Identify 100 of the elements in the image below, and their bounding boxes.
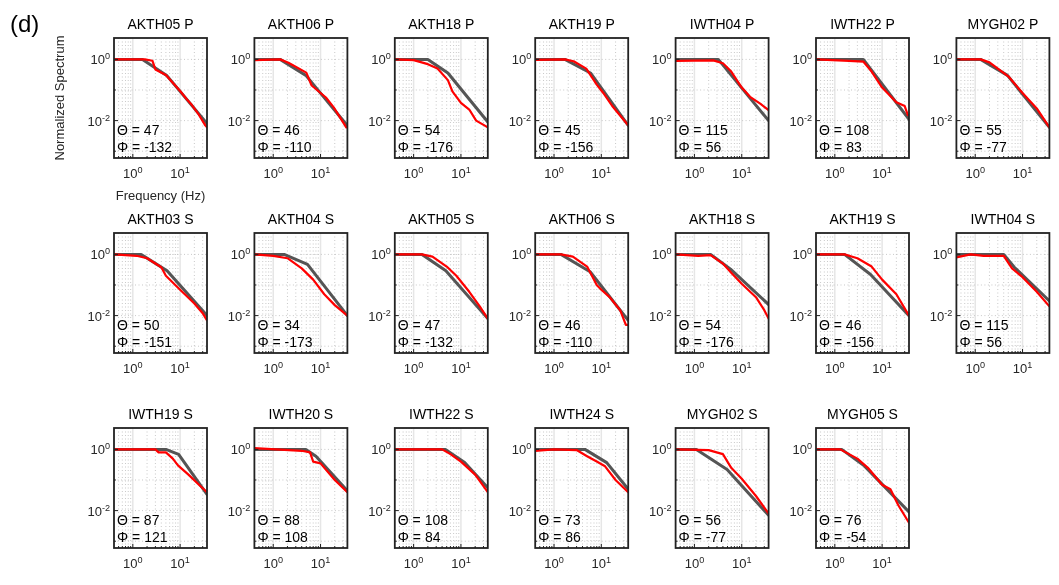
x-tick-label: 10$^{1}$	[170, 555, 190, 571]
annotation: Φ = -54	[819, 529, 867, 545]
chart-title: AKTH18 S	[689, 211, 756, 227]
y-tick-label: 10$^{0}$	[230, 441, 251, 458]
annotation: Θ = 115	[678, 122, 728, 138]
chart-title: AKTH03 S	[127, 211, 194, 227]
y-tick-label: 10$^{-2}$	[649, 502, 672, 519]
x-tick-label: 10$^{1}$	[872, 360, 892, 376]
annotation: Θ = 50	[117, 317, 160, 333]
x-tick-label: 10$^{0}$	[403, 360, 424, 376]
x-tick-label: 10$^{0}$	[544, 165, 564, 181]
x-tick-label: 10$^{1}$	[310, 165, 331, 181]
annotation: Θ = 34	[257, 317, 301, 333]
y-tick-label: 10$^{-2}$	[508, 307, 532, 324]
x-tick-label: 10$^{1}$	[872, 165, 892, 181]
x-tick-label: 10$^{0}$	[825, 360, 845, 376]
text: (d)	[10, 10, 40, 37]
y-tick-label: 10$^{0}$	[932, 51, 953, 68]
annotation: Φ = -156	[538, 139, 594, 155]
annotation: Θ = 47	[397, 317, 441, 333]
chart-title: IWTH22 S	[409, 406, 474, 422]
y-tick-label: 10$^{0}$	[792, 441, 812, 458]
y-tick-label: 10$^{-2}$	[227, 112, 251, 129]
y-tick-label: 10$^{-2}$	[368, 112, 391, 129]
y-tick-label: 10$^{0}$	[230, 246, 251, 263]
x-tick-label: 10$^{1}$	[451, 360, 471, 376]
annotation: Φ = 86	[538, 529, 582, 545]
y-tick-label: 10$^{-2}$	[929, 112, 953, 129]
annotation: Φ = -156	[819, 334, 875, 350]
x-tick-label: 10$^{1}$	[1012, 165, 1033, 181]
annotation: Θ = 87	[117, 512, 160, 528]
annotation: Θ = 76	[819, 512, 862, 528]
annotation: Φ = -173	[257, 334, 313, 350]
chart-title: MYGH02 P	[967, 16, 1039, 32]
x-tick-label: 10$^{0}$	[544, 360, 564, 376]
annotation: Φ = -110	[538, 334, 593, 350]
x-tick-label: 10$^{1}$	[731, 165, 752, 181]
y-tick-label: 10$^{-2}$	[87, 112, 110, 129]
y-tick-label: 10$^{0}$	[652, 246, 672, 263]
y-axis-title: Normalized Spectrum	[52, 35, 67, 161]
y-tick-label: 10$^{-2}$	[87, 502, 110, 519]
y-tick-label: 10$^{0}$	[371, 441, 391, 458]
annotation: Φ = -132	[117, 139, 173, 155]
x-tick-label: 10$^{1}$	[731, 555, 752, 571]
y-tick-label: 10$^{0}$	[652, 441, 672, 458]
annotation: Φ = 84	[397, 529, 441, 545]
y-tick-label: 10$^{-2}$	[368, 502, 391, 519]
y-tick-label: 10$^{0}$	[511, 51, 532, 68]
annotation: Θ = 108	[397, 512, 449, 528]
x-tick-label: 10$^{0}$	[263, 360, 283, 376]
annotation: Φ = -110	[257, 139, 312, 155]
chart-title: IWTH22 P	[830, 16, 895, 32]
y-tick-label: 10$^{0}$	[371, 51, 391, 68]
annotation: Φ = -176	[397, 139, 454, 155]
annotation: Θ = 54	[397, 122, 441, 138]
annotation: Φ = -77	[959, 139, 1007, 155]
annotation: Θ = 115	[959, 317, 1009, 333]
x-tick-label: 10$^{1}$	[1012, 360, 1033, 376]
annotation: Φ = 83	[819, 139, 862, 155]
y-tick-label: 10$^{0}$	[90, 246, 110, 263]
y-tick-label: 10$^{0}$	[230, 51, 251, 68]
x-tick-label: 10$^{0}$	[263, 165, 283, 181]
x-tick-label: 10$^{0}$	[263, 555, 283, 571]
y-tick-label: 10$^{0}$	[792, 51, 812, 68]
chart-title: AKTH06 P	[267, 16, 334, 32]
x-tick-label: 10$^{0}$	[544, 555, 564, 571]
chart-title: IWTH24 S	[549, 406, 614, 422]
y-tick-label: 10$^{0}$	[792, 246, 812, 263]
annotation: Θ = 54	[678, 317, 722, 333]
annotation: Φ = -132	[397, 334, 454, 350]
y-tick-label: 10$^{0}$	[90, 441, 110, 458]
x-tick-label: 10$^{0}$	[965, 165, 985, 181]
x-tick-label: 10$^{0}$	[825, 555, 845, 571]
annotation: Θ = 73	[538, 512, 581, 528]
chart-title: AKTH06 S	[548, 211, 615, 227]
annotation: Φ = 121	[117, 529, 168, 545]
annotation: Φ = -77	[678, 529, 727, 545]
y-tick-label: 10$^{0}$	[90, 51, 110, 68]
chart-title: AKTH04 S	[267, 211, 334, 227]
x-tick-label: 10$^{0}$	[684, 360, 705, 376]
y-tick-label: 10$^{-2}$	[789, 307, 812, 324]
annotation: Θ = 88	[257, 512, 301, 528]
annotation: Φ = 56	[678, 139, 722, 155]
x-tick-label: 10$^{1}$	[451, 555, 471, 571]
annotation: Θ = 108	[819, 122, 870, 138]
x-tick-label: 10$^{1}$	[170, 360, 190, 376]
chart-title: AKTH05 S	[408, 211, 475, 227]
x-tick-label: 10$^{0}$	[123, 165, 143, 181]
y-tick-label: 10$^{0}$	[511, 441, 532, 458]
x-tick-label: 10$^{1}$	[591, 555, 612, 571]
annotation: Φ = 108	[257, 529, 309, 545]
annotation: Θ = 55	[959, 122, 1003, 138]
annotation: Θ = 56	[678, 512, 722, 528]
chart-title: MYGH05 S	[827, 406, 898, 422]
chart-title: IWTH19 S	[128, 406, 193, 422]
annotation: Φ = -151	[117, 334, 173, 350]
chart-title: IWTH20 S	[268, 406, 334, 422]
annotation: Θ = 47	[117, 122, 160, 138]
y-tick-label: 10$^{0}$	[371, 246, 391, 263]
x-tick-label: 10$^{0}$	[684, 555, 705, 571]
